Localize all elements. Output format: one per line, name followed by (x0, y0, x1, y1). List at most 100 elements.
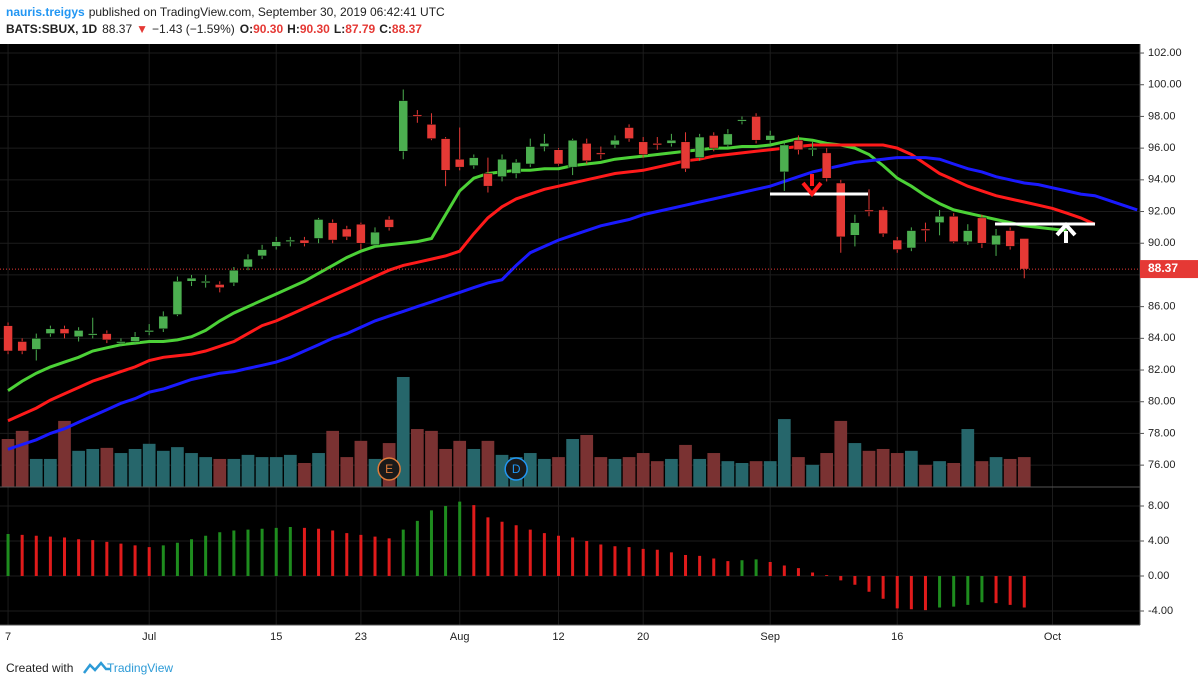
volume-bar (283, 454, 297, 487)
volume-bar (128, 448, 142, 487)
candle-body (567, 139, 578, 168)
volume-bar (594, 457, 608, 487)
last: 88.37 (102, 22, 132, 36)
volume-bar (989, 457, 1003, 487)
candle-body (751, 116, 761, 141)
histogram-bar (599, 544, 603, 576)
candle-body (3, 325, 13, 352)
y-tick-label: 0.00 (1148, 570, 1169, 582)
volume-bar (44, 458, 57, 487)
histogram-bar (387, 538, 391, 576)
x-tick-label: Jul (142, 631, 156, 643)
histogram-bar (684, 554, 688, 576)
volume-bar (185, 453, 198, 487)
volume-bar (919, 464, 932, 487)
volume-bar (580, 434, 594, 487)
high-label: H: (287, 22, 300, 36)
last-price-box (1140, 260, 1198, 279)
histogram-bar (20, 534, 24, 576)
y-tick-label: 78.00 (1148, 427, 1176, 439)
histogram-bar (556, 535, 560, 576)
candle-body (102, 333, 112, 341)
volume-bar (58, 420, 71, 487)
y-tick-label: 100.00 (1148, 79, 1182, 91)
histogram-bar (6, 533, 10, 576)
candle-body (158, 315, 169, 330)
volume-bar (777, 419, 791, 487)
candle-body (370, 231, 380, 246)
y-tick-label: 80.00 (1148, 396, 1176, 408)
histogram-bar (147, 547, 151, 576)
volume-bar (298, 463, 311, 487)
close-label: C: (379, 22, 392, 36)
volume-bar (171, 447, 184, 487)
volume-bar (806, 464, 819, 487)
volume-bar (834, 420, 848, 487)
published: published on TradingView.com, September … (89, 5, 445, 19)
candle-body (525, 146, 536, 165)
histogram-bar (528, 529, 532, 576)
x-tick-label: 7 (5, 631, 11, 643)
symbol: BATS:SBUX, 1D (6, 22, 97, 36)
x-tick-label: Aug (450, 631, 470, 643)
x-tick-label: 23 (355, 631, 367, 643)
candle-body (229, 269, 239, 284)
histogram-bar (458, 501, 462, 576)
y-tick-label: 102.00 (1148, 47, 1182, 59)
histogram-bar (359, 534, 363, 576)
candle-body (31, 338, 42, 350)
axes: 7 Jul 15 23 Aug 12 20 Sep 16 Oct 76.00 78.00 80.00 82… (5, 47, 1198, 643)
y-tick-label: 98.00 (1148, 110, 1176, 122)
candle-body (737, 119, 747, 122)
volume-bar (312, 453, 325, 487)
y-tick-label: 4.00 (1148, 535, 1169, 547)
candle-body (299, 239, 310, 244)
histogram-bar (91, 540, 95, 576)
volume-bar (735, 463, 749, 487)
candle-body (680, 141, 691, 169)
candle-body (327, 222, 338, 241)
volume-bar (933, 461, 946, 487)
histogram-bar (952, 575, 956, 607)
candle-body (454, 158, 465, 168)
volume-bar (890, 453, 904, 487)
low-label: L: (334, 22, 345, 36)
histogram-bar (401, 529, 405, 576)
histogram-bar (966, 575, 970, 605)
plot-area (0, 44, 1140, 625)
y-tick-label: 76.00 (1148, 459, 1176, 471)
histogram-bar (881, 575, 885, 599)
candle-body (864, 209, 874, 212)
histogram-bar (782, 565, 786, 576)
up-arrow (1055, 222, 1077, 243)
histogram-bar (641, 548, 645, 576)
candle-body (130, 336, 140, 342)
volume-bar (241, 454, 255, 487)
volume-bar (213, 458, 227, 487)
x-tick-label: 16 (891, 631, 903, 643)
candle-body (878, 209, 888, 234)
candle-body (271, 241, 281, 247)
header-line-2: BATS:SBUX, 1D 88.37 ▼ −1.43 (−1.59%) O:90.30… (6, 22, 422, 36)
candle-body (356, 223, 366, 244)
histogram-bar (204, 535, 208, 576)
y-tick-label: 96.00 (1148, 142, 1176, 154)
histogram-bar (63, 537, 67, 576)
logo (83, 661, 110, 674)
candle-body (257, 249, 267, 257)
candle-body (215, 284, 225, 288)
histogram-bar (1008, 575, 1012, 605)
volume-bar (29, 458, 43, 487)
histogram-bar (754, 559, 758, 576)
volume-bar (72, 450, 85, 487)
candle-body (991, 235, 1001, 246)
histogram-bar (627, 547, 631, 576)
histogram-bar (867, 575, 871, 592)
histogram-bar (542, 533, 546, 576)
histogram-bar (895, 575, 899, 609)
histogram-bar (48, 536, 52, 576)
moving-average (7, 143, 1096, 423)
histogram-bar (740, 560, 744, 576)
histogram-bar (274, 527, 278, 576)
